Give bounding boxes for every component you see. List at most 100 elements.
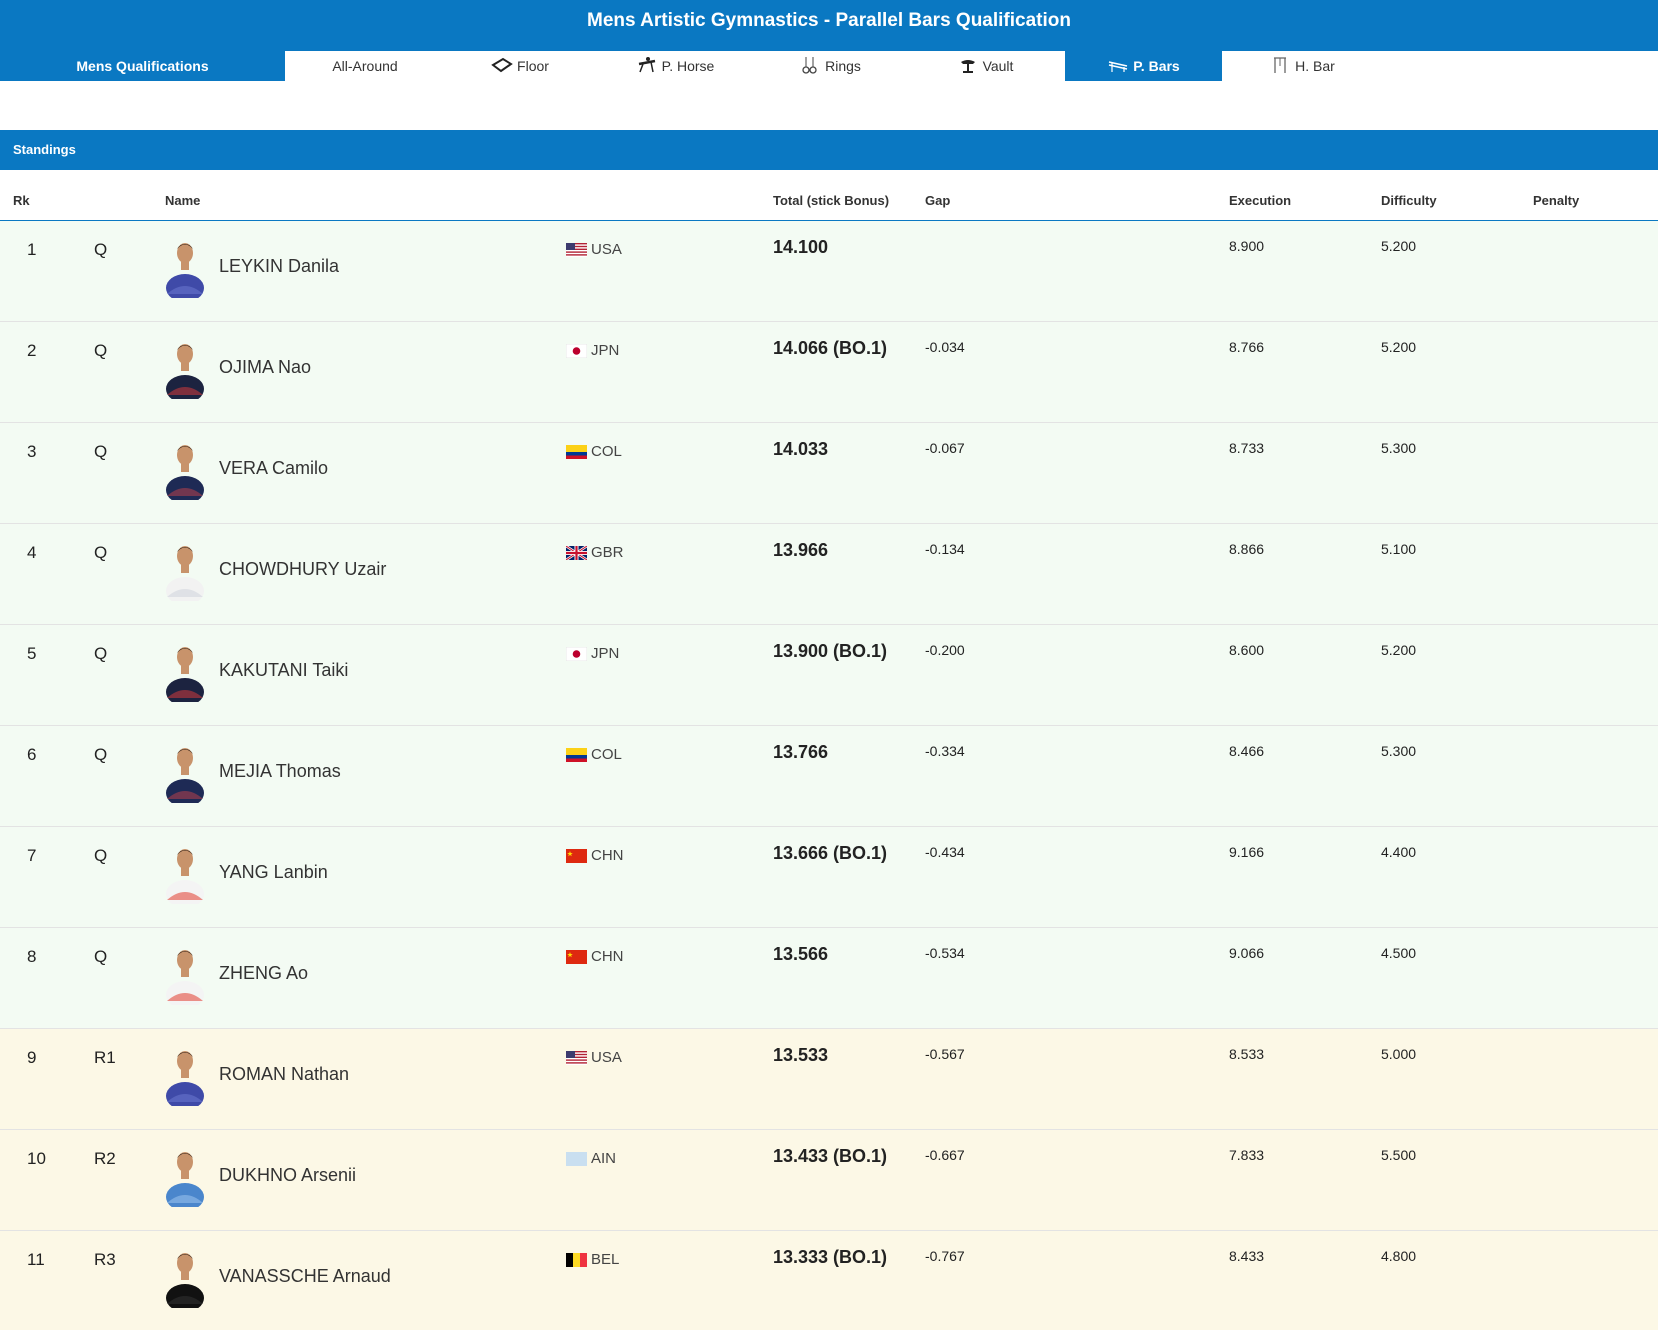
athlete-name[interactable]: VANASSCHE Arnaud bbox=[219, 1266, 391, 1286]
usa-flag-icon bbox=[566, 243, 587, 257]
rings-icon bbox=[799, 56, 821, 77]
country-code: CHN bbox=[591, 948, 624, 965]
athlete-photo bbox=[165, 1046, 205, 1110]
athlete-name[interactable]: CHOWDHURY Uzair bbox=[219, 559, 387, 579]
tab-vault[interactable]: Vault bbox=[905, 51, 1065, 81]
athlete-name[interactable]: MEJIA Thomas bbox=[219, 761, 341, 781]
execution-score: 9.166 bbox=[1229, 844, 1265, 860]
difficulty-score: 5.200 bbox=[1381, 339, 1417, 355]
execution-score: 8.766 bbox=[1229, 339, 1265, 355]
rank: 3 bbox=[27, 442, 37, 461]
col-rank: Rk bbox=[13, 193, 30, 208]
tab-rings[interactable]: Rings bbox=[755, 51, 905, 81]
ain-flag-icon bbox=[566, 1152, 587, 1166]
jpn-flag-icon bbox=[566, 344, 587, 358]
bel-flag-icon bbox=[566, 1253, 587, 1267]
qualification-status: Q bbox=[94, 442, 108, 461]
difficulty-score: 4.500 bbox=[1381, 945, 1417, 961]
page-title: Mens Artistic Gymnastics - Parallel Bars… bbox=[587, 10, 1071, 31]
chn-flag-icon bbox=[566, 849, 587, 863]
standings-label: Standings bbox=[13, 142, 76, 157]
athlete-photo bbox=[165, 945, 205, 1009]
tab-label: P. Horse bbox=[661, 58, 715, 74]
rank: 11 bbox=[27, 1250, 45, 1269]
athlete-photo bbox=[165, 844, 205, 908]
qualification-status: Q bbox=[94, 341, 108, 360]
country-code: BEL bbox=[591, 1251, 620, 1268]
table-row: 9 R1 ROMAN Nathan USA 13.533 -0.567 8.533 5.000 bbox=[0, 1029, 1658, 1130]
country-code: USA bbox=[591, 1049, 622, 1066]
athlete-photo bbox=[165, 339, 205, 403]
parallel-bars-icon bbox=[1107, 56, 1129, 77]
execution-score: 8.733 bbox=[1229, 440, 1265, 456]
gap-score: -0.067 bbox=[925, 440, 965, 456]
table-row: 8 Q ZHENG Ao CHN 13.566 -0.534 9.066 4.500 bbox=[0, 928, 1658, 1029]
tab-all-around[interactable]: All-Around bbox=[285, 51, 445, 81]
gap-score: -0.334 bbox=[925, 743, 965, 759]
table-row: 6 Q MEJIA Thomas COL 13.766 -0.334 8.466 5.300 bbox=[0, 726, 1658, 827]
qualification-status: R2 bbox=[94, 1149, 116, 1168]
qualification-status: Q bbox=[94, 745, 108, 764]
col-penalty: Penalty bbox=[1533, 193, 1580, 208]
qualification-status: Q bbox=[94, 543, 108, 562]
country-code: COL bbox=[591, 746, 622, 763]
gap-score: -0.767 bbox=[925, 1248, 965, 1264]
tab-floor[interactable]: Floor bbox=[445, 51, 595, 81]
tab-label: Floor bbox=[517, 58, 549, 74]
athlete-name[interactable]: YANG Lanbin bbox=[219, 862, 328, 882]
tab-label: P. Bars bbox=[1133, 58, 1180, 74]
tab-label: Rings bbox=[825, 58, 861, 74]
total-score: 13.533 bbox=[773, 1045, 829, 1065]
jpn-flag-icon bbox=[566, 647, 587, 661]
col-name: Name bbox=[165, 193, 201, 208]
athlete-photo bbox=[165, 440, 205, 504]
execution-score: 9.066 bbox=[1229, 945, 1265, 961]
execution-score: 8.900 bbox=[1229, 238, 1265, 254]
qualification-status: Q bbox=[94, 846, 108, 865]
rank: 4 bbox=[27, 543, 37, 562]
gap-score: -0.567 bbox=[925, 1046, 965, 1062]
tab-pommel-horse[interactable]: P. Horse bbox=[595, 51, 755, 81]
athlete-photo bbox=[165, 642, 205, 706]
gap-score: -0.434 bbox=[925, 844, 965, 860]
athlete-name[interactable]: KAKUTANI Taiki bbox=[219, 660, 349, 680]
tab-parallel-bars[interactable]: P. Bars bbox=[1065, 51, 1222, 81]
difficulty-score: 5.500 bbox=[1381, 1147, 1417, 1163]
difficulty-score: 5.200 bbox=[1381, 238, 1417, 254]
tab-label: Mens Qualifications bbox=[76, 58, 209, 74]
table-row: 3 Q VERA Camilo COL 14.033 -0.067 8.733 5.300 bbox=[0, 423, 1658, 524]
tab-label: All-Around bbox=[332, 58, 398, 74]
athlete-name[interactable]: DUKHNO Arsenii bbox=[219, 1165, 357, 1185]
table-row: 1 Q LEYKIN Danila USA 14.100 8.900 5.200 bbox=[0, 221, 1658, 322]
athlete-name[interactable]: VERA Camilo bbox=[219, 458, 329, 478]
athlete-name[interactable]: OJIMA Nao bbox=[219, 357, 312, 377]
total-score: 13.433 (BO.1) bbox=[773, 1146, 888, 1166]
tab-mens-qualifications[interactable]: Mens Qualifications bbox=[0, 51, 285, 81]
rank: 5 bbox=[27, 644, 37, 663]
gbr-flag-icon bbox=[566, 546, 587, 560]
qualification-status: Q bbox=[94, 644, 108, 663]
country-code: COL bbox=[591, 443, 622, 460]
tab-high-bar[interactable]: H. Bar bbox=[1222, 51, 1382, 81]
total-score: 13.766 bbox=[773, 742, 829, 762]
athlete-photo bbox=[165, 541, 205, 605]
total-score: 13.666 (BO.1) bbox=[773, 843, 888, 863]
col-difficulty: Difficulty bbox=[1381, 193, 1437, 208]
col-flag-icon bbox=[566, 445, 587, 459]
table-row: 4 Q CHOWDHURY Uzair GBR 13.966 -0.134 8.866 5.1… bbox=[0, 524, 1658, 625]
athlete-name[interactable]: LEYKIN Danila bbox=[219, 256, 340, 276]
total-score: 14.100 bbox=[773, 237, 829, 257]
country-code: JPN bbox=[591, 342, 620, 359]
rank: 1 bbox=[27, 240, 37, 259]
country-code: USA bbox=[591, 241, 622, 258]
table-row: 5 Q KAKUTANI Taiki JPN 13.900 (BO.1) -0.200 8.… bbox=[0, 625, 1658, 726]
rank: 9 bbox=[27, 1048, 37, 1067]
table-row: 2 Q OJIMA Nao JPN 14.066 (BO.1) -0.034 8.766 5.… bbox=[0, 322, 1658, 423]
gap-score: -0.200 bbox=[925, 642, 965, 658]
athlete-name[interactable]: ZHENG Ao bbox=[219, 963, 309, 983]
athlete-photo bbox=[165, 1147, 205, 1211]
qualification-status: Q bbox=[94, 947, 108, 966]
qualification-status: R3 bbox=[94, 1250, 116, 1269]
difficulty-score: 4.400 bbox=[1381, 844, 1417, 860]
athlete-name[interactable]: ROMAN Nathan bbox=[219, 1064, 350, 1084]
